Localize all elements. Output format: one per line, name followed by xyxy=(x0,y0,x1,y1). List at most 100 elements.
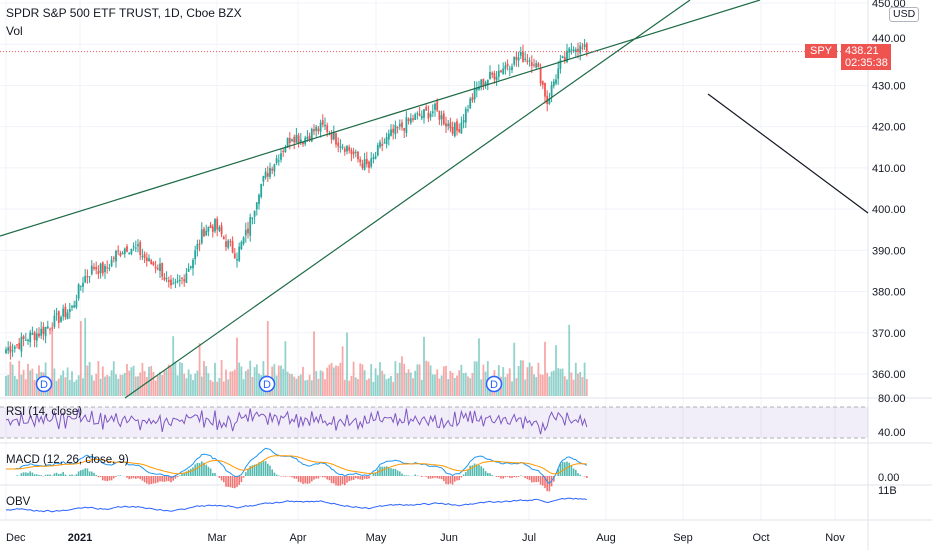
candle-body xyxy=(436,101,439,111)
candle-body xyxy=(387,133,390,140)
candle-body xyxy=(453,123,456,137)
candle-body xyxy=(563,57,566,61)
candle-body xyxy=(110,259,113,267)
volume-bar xyxy=(326,367,329,396)
macd-histogram-bar xyxy=(135,476,137,479)
volume-bar xyxy=(442,366,445,396)
candle-body xyxy=(183,279,186,282)
macd-histogram-bar xyxy=(498,476,500,478)
candle-body xyxy=(222,236,225,240)
candle-body xyxy=(29,332,32,343)
candle-body xyxy=(405,117,408,133)
candle-body xyxy=(167,280,170,282)
candle-body xyxy=(165,278,168,280)
candle-body xyxy=(552,81,555,87)
volume-bar xyxy=(110,370,113,396)
volume-bar xyxy=(456,375,458,396)
volume-bar xyxy=(561,368,564,396)
volume-bar xyxy=(405,372,408,396)
macd-histogram-bar xyxy=(97,476,100,478)
dividend-marker: D xyxy=(258,375,276,393)
macd-histogram-bar xyxy=(432,476,434,479)
candle-body xyxy=(332,131,335,140)
candle-body xyxy=(44,327,47,337)
volume-bar xyxy=(420,379,423,396)
macd-histogram-bar xyxy=(526,476,529,480)
macd-histogram-bar xyxy=(542,476,544,486)
candle-body xyxy=(66,312,69,320)
volume-bar xyxy=(541,374,544,396)
volume-bar xyxy=(526,367,529,396)
candle-body xyxy=(152,262,155,266)
volume-bar xyxy=(557,368,560,396)
candle-body xyxy=(335,133,337,145)
candle-body xyxy=(295,134,298,143)
macd-histogram-bar xyxy=(212,473,214,476)
candle-body xyxy=(537,63,540,68)
macd-histogram-bar xyxy=(229,476,232,488)
volume-bar xyxy=(79,321,82,396)
macd-histogram-bar xyxy=(185,471,188,476)
candle-body xyxy=(22,336,25,340)
candle-body xyxy=(93,266,95,269)
macd-histogram-bar xyxy=(427,476,430,479)
volume-bar xyxy=(539,374,542,396)
volume-bar xyxy=(423,336,425,396)
currency-badge[interactable]: USD xyxy=(889,7,920,22)
candle-body xyxy=(401,122,403,128)
volume-bar xyxy=(68,379,71,396)
macd-histogram-bar xyxy=(198,463,201,476)
macd-histogram-bar xyxy=(53,473,56,476)
volume-bar xyxy=(486,361,489,396)
candle-body xyxy=(425,106,428,111)
candle-body xyxy=(71,305,73,308)
macd-histogram-bar xyxy=(49,474,51,476)
macd-histogram-bar xyxy=(242,476,245,478)
candle-body xyxy=(346,145,348,152)
volume-bar xyxy=(482,364,485,396)
volume-bar xyxy=(365,379,368,396)
obv-pane-title[interactable]: OBV xyxy=(6,496,31,508)
rsi-pane-title[interactable]: RSI (14, close) xyxy=(6,406,83,418)
volume-bar xyxy=(387,378,390,396)
macd-histogram-bar xyxy=(260,462,262,476)
macd-pane-title[interactable]: MACD (12, 26, close, 9) xyxy=(6,454,129,466)
candle-body xyxy=(339,146,342,148)
volume-bar xyxy=(282,368,285,396)
macd-histogram-bar xyxy=(513,476,515,477)
macd-histogram-bar xyxy=(429,476,432,479)
macd-histogram-bar xyxy=(256,464,258,476)
macd-histogram-bar xyxy=(220,476,223,481)
candle-body xyxy=(555,79,557,84)
volume-bar xyxy=(418,364,421,396)
volume-bar xyxy=(249,360,252,396)
volume-bar xyxy=(374,368,377,396)
candle-body xyxy=(374,156,377,159)
candle-body xyxy=(269,167,271,177)
candle-body xyxy=(306,136,309,139)
macd-histogram-bar xyxy=(311,476,313,482)
volume-bar xyxy=(414,370,417,396)
candle-body xyxy=(451,126,454,134)
macd-histogram-bar xyxy=(465,472,467,476)
volume-bar xyxy=(370,364,373,396)
volume-bar xyxy=(198,343,201,396)
volume-bar xyxy=(152,372,155,396)
price-axis-label: 390.00 xyxy=(872,245,906,257)
macd-histogram-bar xyxy=(535,476,537,483)
macd-histogram-bar xyxy=(586,476,588,479)
macd-histogram-bar xyxy=(95,475,97,476)
time-axis-label: Oct xyxy=(752,532,769,544)
volume-bar xyxy=(585,378,588,396)
macd-histogram-bar xyxy=(238,476,240,485)
candle-body xyxy=(18,342,21,350)
volume-bar xyxy=(159,372,161,396)
candle-body xyxy=(500,70,502,73)
candle-body xyxy=(570,49,573,51)
volume-bar xyxy=(407,369,410,396)
candle-body xyxy=(445,123,447,127)
candle-body xyxy=(231,241,234,253)
candle-body xyxy=(5,349,7,354)
macd-histogram-bar xyxy=(47,474,49,476)
